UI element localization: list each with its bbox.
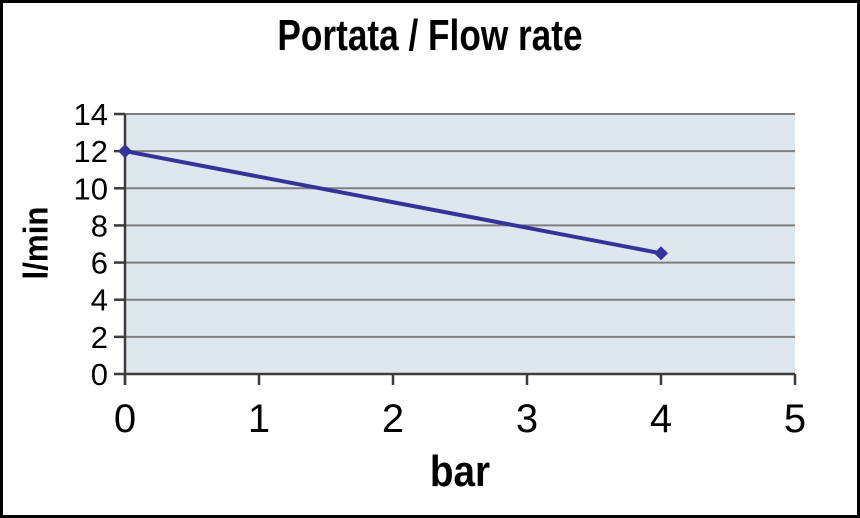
x-tick-label: 5 — [784, 397, 806, 441]
x-axis-label: bar — [429, 447, 491, 496]
y-tick-label: 0 — [91, 357, 108, 392]
data-point-marker — [118, 144, 132, 159]
y-tick-label: 2 — [91, 320, 108, 355]
chart-title: Portata / Flow rate — [277, 11, 583, 60]
y-tick-label: 12 — [74, 134, 108, 169]
y-tick-label: 6 — [91, 246, 108, 281]
data-point-marker — [654, 246, 668, 261]
plot-background — [125, 114, 795, 374]
y-tick-label: 14 — [74, 97, 108, 132]
x-tick-label: 1 — [248, 397, 270, 441]
y-tick-label: 8 — [91, 208, 108, 243]
x-tick-label: 2 — [382, 397, 404, 441]
y-tick-label: 10 — [74, 171, 108, 206]
x-tick-label: 0 — [114, 397, 136, 441]
x-tick-label: 4 — [650, 397, 672, 441]
flow-rate-line — [123, 149, 663, 256]
y-tick-label: 4 — [91, 283, 108, 318]
x-tick-label: 3 — [516, 397, 538, 441]
